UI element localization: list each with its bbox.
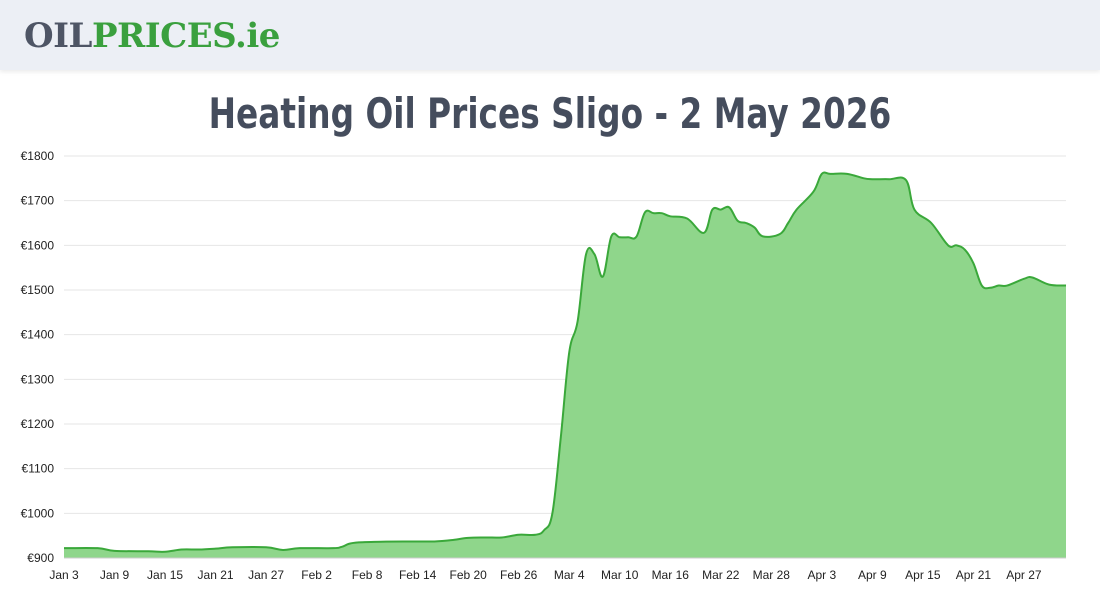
logo-part-oil: OIL (24, 16, 92, 56)
x-tick-label: Apr 3 (807, 568, 836, 582)
price-line (63, 171, 1067, 553)
x-tick-label: Apr 15 (905, 568, 941, 582)
x-tick-label: Jan 9 (100, 568, 130, 582)
x-tick-label: Apr 21 (956, 568, 992, 582)
x-tick-label: Jan 3 (49, 568, 79, 582)
x-tick-label: Feb 26 (500, 568, 538, 582)
y-tick-label: €1300 (21, 372, 55, 386)
logo-part-prices: PRICES (91, 16, 236, 56)
x-tick-label: Feb 14 (399, 568, 437, 582)
x-tick-label: Jan 21 (198, 568, 234, 582)
x-tick-label: Jan 15 (147, 568, 183, 582)
x-tick-label: Feb 8 (352, 568, 383, 582)
y-tick-label: €1100 (22, 462, 55, 476)
y-tick-label: €1500 (21, 283, 55, 297)
y-tick-label: €1000 (21, 506, 55, 520)
logo-part-ie: .ie (234, 16, 280, 56)
page-title: Heating Oil Prices Sligo - 2 May 2026 (208, 89, 892, 138)
y-tick-label: €1700 (21, 194, 55, 208)
x-tick-label: Jan 27 (248, 568, 284, 582)
y-tick-label: €1600 (21, 238, 55, 252)
x-tick-label: Mar 28 (753, 568, 791, 582)
site-header: OILPRICES.ie (0, 0, 1100, 70)
price-area (64, 172, 1066, 559)
x-tick-label: Mar 4 (554, 568, 585, 582)
x-tick-label: Feb 20 (449, 568, 487, 582)
x-tick-label: Apr 9 (858, 568, 887, 582)
x-tick-label: Mar 22 (702, 568, 740, 582)
x-tick-label: Apr 27 (1006, 568, 1042, 582)
y-tick-label: €1400 (21, 328, 55, 342)
y-tick-label: €1800 (21, 149, 55, 163)
x-tick-label: Mar 10 (601, 568, 639, 582)
y-tick-label: €900 (27, 551, 54, 565)
site-logo[interactable]: OILPRICES.ie (24, 14, 280, 58)
y-tick-label: €1200 (21, 417, 55, 431)
x-tick-label: Mar 16 (652, 568, 690, 582)
x-tick-label: Feb 2 (301, 568, 332, 582)
